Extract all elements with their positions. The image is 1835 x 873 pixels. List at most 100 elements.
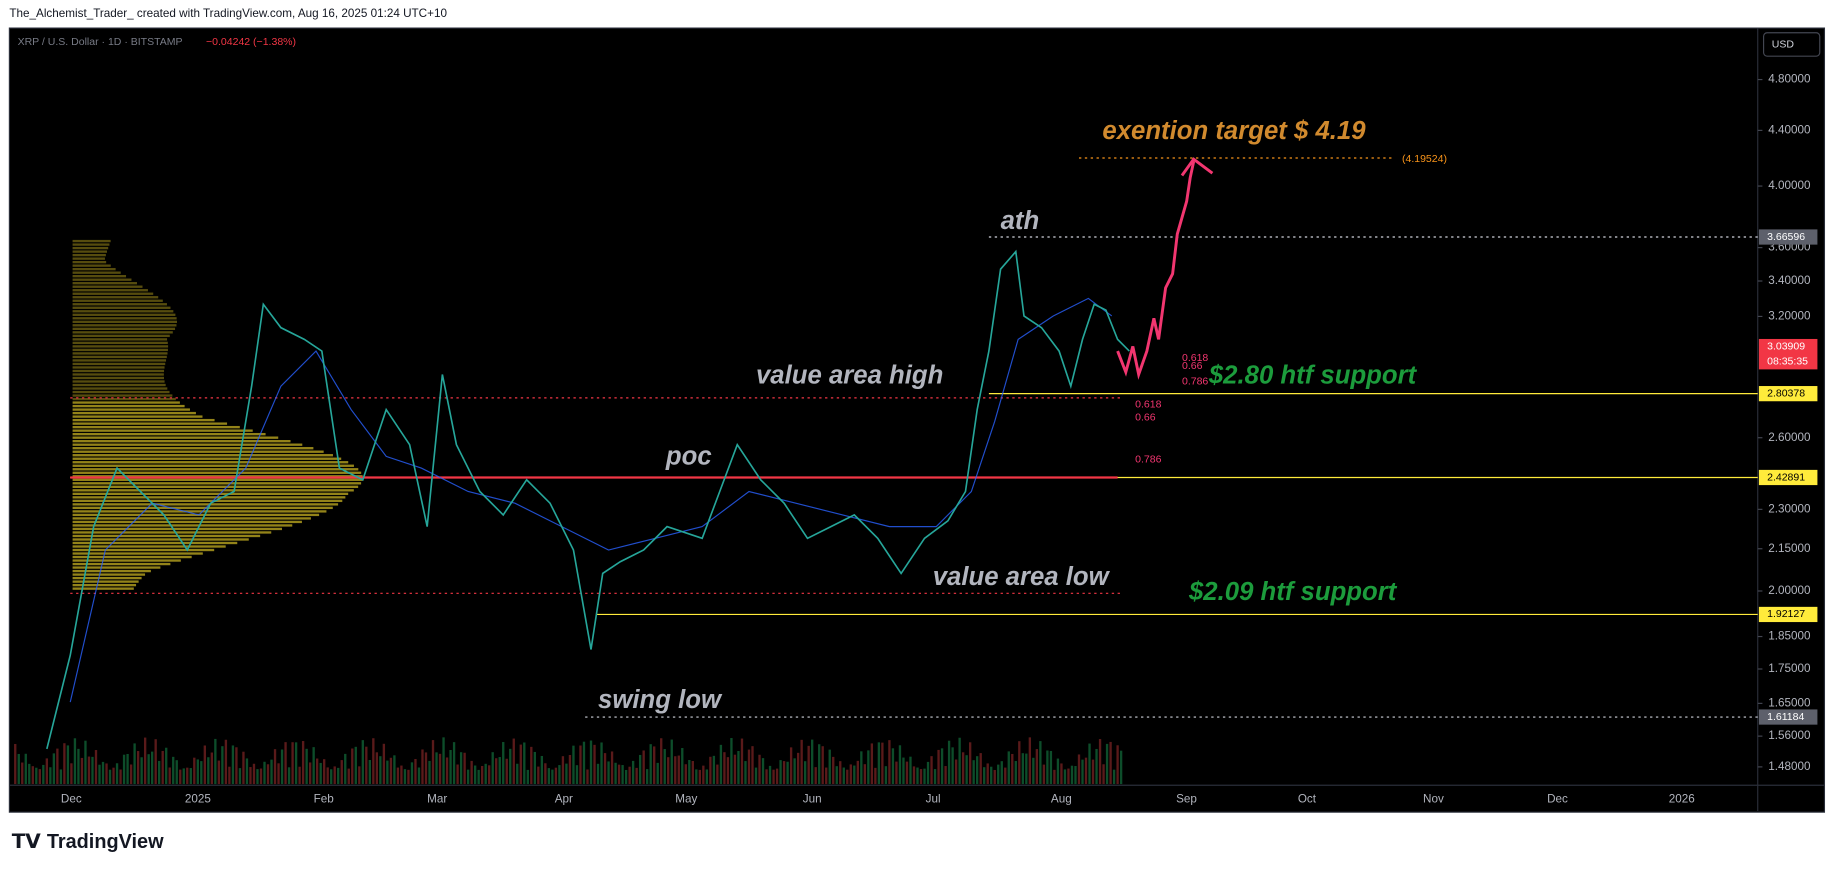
volume-bar (498, 757, 501, 785)
profile-bar (72, 534, 261, 538)
profile-bar (72, 359, 167, 362)
volume-bar (105, 763, 108, 785)
volume-bar (470, 760, 473, 785)
volume (14, 737, 1123, 785)
volume-bar (617, 764, 621, 785)
ath-annotation: ath (1001, 207, 1040, 235)
currency-label[interactable]: USD (1772, 38, 1795, 50)
volume-bar (631, 760, 635, 785)
volume-bar (990, 766, 993, 785)
volume-bar (716, 764, 719, 785)
volume-bar (530, 746, 533, 785)
profile-bar (72, 362, 166, 366)
profile-bar (72, 520, 302, 524)
volume-bar (210, 752, 214, 785)
volume-bar (421, 749, 424, 785)
volume-bar (1067, 768, 1070, 785)
volume-bar (1046, 750, 1049, 785)
support-low-annotation: $2.09 htf support (1188, 578, 1398, 606)
volume-bar (42, 764, 45, 785)
volume-bar (214, 738, 217, 785)
volume-bar (933, 769, 937, 785)
volume-bar (203, 745, 206, 785)
volume-bar (38, 769, 41, 785)
volume-bar (217, 760, 221, 785)
volume-bar (842, 767, 845, 785)
volume-bar (979, 753, 982, 785)
volume-bar (537, 766, 540, 785)
price-marker (1758, 606, 1818, 623)
fib-label: 0.618 (1182, 352, 1208, 364)
volume-bar (108, 769, 112, 785)
volume-bar (614, 762, 617, 785)
profile-bar (72, 373, 164, 376)
volume-bar (1098, 739, 1102, 785)
time-label: Feb (314, 792, 335, 805)
profile-bar (72, 380, 165, 383)
volume-bar (17, 753, 20, 785)
price-marker-label: 2.42891 (1767, 471, 1805, 483)
volume-bar (280, 749, 284, 785)
volume-bar (407, 769, 410, 785)
volume-bar (691, 761, 694, 785)
volume-bar (937, 749, 940, 785)
profile-bar (72, 310, 174, 313)
profile-bar (72, 443, 303, 446)
price-tick-label: 2.15000 (1768, 542, 1811, 555)
volume-bar (438, 753, 442, 785)
volume-bar (228, 766, 231, 785)
profile-bar (72, 246, 109, 250)
volume-bar (389, 757, 393, 785)
volume-bar (435, 752, 438, 785)
volume-bar (270, 759, 273, 785)
volume-bar (663, 749, 666, 785)
volume-bar (442, 737, 445, 785)
volume-bar (231, 745, 235, 785)
volume-bar (1049, 750, 1053, 785)
volume-bar (818, 744, 821, 785)
volume-bar (1119, 750, 1123, 785)
symbol-name: XRP / U.S. Dollar · 1D · BITSTAMP (18, 36, 183, 48)
profile-bar (72, 461, 349, 464)
volume-bar (1109, 741, 1112, 785)
volume-bar (484, 763, 487, 785)
profile-bar (72, 352, 168, 355)
volume-bar (463, 752, 466, 785)
volume-bar (386, 760, 389, 785)
volume-bar (340, 760, 343, 785)
volume-bar (315, 758, 319, 785)
profile-bar (72, 250, 107, 253)
volume-bar (52, 753, 56, 785)
currency-button[interactable] (1762, 32, 1821, 57)
volume-bar (579, 745, 582, 785)
volume-bar (193, 757, 196, 785)
volume-bar (133, 743, 136, 785)
profile-bar (72, 562, 171, 566)
volume-bar (730, 738, 733, 785)
profile-bar (72, 383, 166, 387)
profile-bar (72, 468, 359, 471)
profile-bar (72, 296, 159, 299)
volume-bar (337, 767, 340, 785)
volume-bar (403, 769, 407, 785)
volume-bar (997, 764, 1000, 785)
volume-bar (1095, 748, 1098, 785)
profile-bar (72, 355, 167, 359)
price-marker-label: 3.66596 (1767, 231, 1805, 243)
volume-bar (172, 756, 175, 785)
profile-bar (72, 348, 168, 352)
volume-bar (189, 768, 192, 785)
volume-bar (287, 767, 291, 785)
profile-bar (72, 260, 107, 264)
volume-bar (298, 766, 301, 785)
profile-bar (72, 282, 137, 285)
profile-bar (72, 299, 163, 302)
profile-bar (72, 289, 148, 292)
volume-bar (761, 758, 765, 785)
profile-bar (72, 275, 127, 278)
volume-bar (551, 769, 554, 785)
profile-bar (72, 425, 240, 429)
profile-bar (72, 422, 228, 425)
price-tick-label: 2.30000 (1768, 502, 1811, 515)
